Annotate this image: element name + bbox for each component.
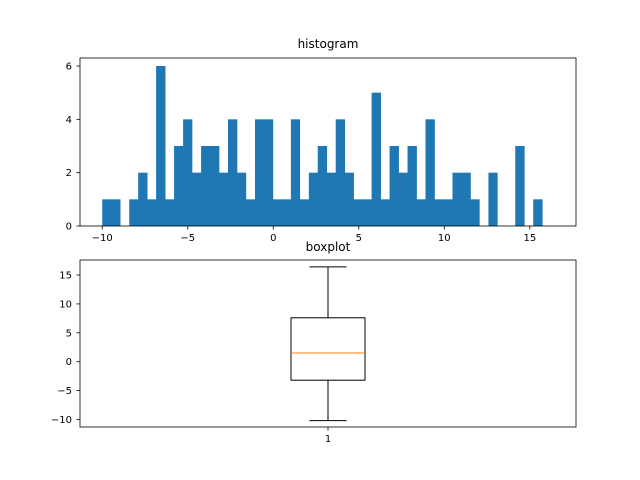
histogram-bar [398,172,408,226]
histogram-title: histogram [298,37,359,51]
histogram-bar [290,119,301,226]
histogram-x-ticks: −10 −5 0 5 10 15 [92,226,536,244]
histogram-x-tick-label: −10 [92,233,113,244]
histogram-bar [488,172,498,226]
histogram-bar [147,199,157,226]
histogram-bar [416,199,426,226]
histogram-bar [353,199,364,226]
histogram-x-tick-label: −5 [180,233,195,244]
histogram-bar [201,146,211,226]
boxplot-y-tick-label: 10 [59,299,72,310]
histogram-bar [138,172,148,226]
histogram-bar [335,119,346,226]
histogram-bar [533,199,543,226]
histogram-x-tick-label: 5 [356,233,362,244]
histogram-y-tick-label: 2 [66,168,72,179]
histogram-bar [326,172,336,226]
histogram-panel: histogram −10 −5 0 5 10 15 0 2 4 6 [66,37,577,244]
histogram-bar [380,199,390,226]
histogram-bar [237,172,247,226]
histogram-bar [515,146,525,226]
histogram-bar [165,199,175,226]
histogram-bar [254,119,265,226]
histogram-bar [371,92,381,226]
histogram-y-ticks: 0 2 4 6 [66,62,80,233]
histogram-bar [389,146,399,226]
histogram-bar [344,172,354,226]
histogram-x-tick-label: 15 [523,233,536,244]
histogram-bar [102,199,112,226]
histogram-bar [452,172,462,226]
boxplot-y-tick-label: 0 [66,357,72,368]
histogram-bar [425,119,435,226]
boxplot-y-ticks: −10 −5 0 5 10 15 [51,271,80,426]
histogram-bar [245,199,256,226]
boxplot-y-tick-label: −10 [51,415,72,426]
boxplot-y-tick-label: −5 [57,386,72,397]
histogram-bar [281,199,292,226]
histogram-bar [407,146,417,226]
boxplot-y-tick-label: 15 [59,271,72,282]
histogram-bar [174,146,184,226]
histogram-bar [434,199,444,226]
histogram-bar [470,199,480,226]
histogram-x-tick-label: 0 [270,233,276,244]
histogram-bar [299,199,310,226]
histogram-bar [308,172,319,226]
boxplot-x-ticks: 1 [325,427,331,445]
histogram-bar [183,119,193,226]
histogram-bar [156,66,166,226]
histogram-y-tick-label: 0 [66,222,72,233]
histogram-bar [272,199,283,226]
histogram-y-tick-label: 4 [66,115,72,126]
histogram-axes-frame [79,57,577,227]
histogram-bar [192,172,202,226]
histogram-bar [263,119,274,226]
histogram-bar [227,119,238,226]
histogram-bar [209,146,220,226]
boxplot-axes-frame [79,259,577,428]
histogram-bar [362,199,372,226]
histogram-y-tick-label: 6 [66,62,72,73]
histogram-bar [219,172,229,226]
boxplot-y-tick-label: 5 [66,328,72,339]
boxplot-x-tick-label: 1 [325,434,331,445]
histogram-bar [111,199,121,226]
histogram-bar [129,199,139,226]
histogram-bar [317,146,328,226]
boxplot-box [290,317,366,381]
boxplot-title: boxplot [306,240,351,254]
histogram-bars [102,66,543,226]
histogram-x-tick-label: 10 [438,233,451,244]
histogram-bar [443,199,453,226]
boxplot-panel: 1 −10 −5 0 5 10 15 boxplot [51,240,577,445]
histogram-bar [461,172,471,226]
boxplot-marks [290,266,366,422]
